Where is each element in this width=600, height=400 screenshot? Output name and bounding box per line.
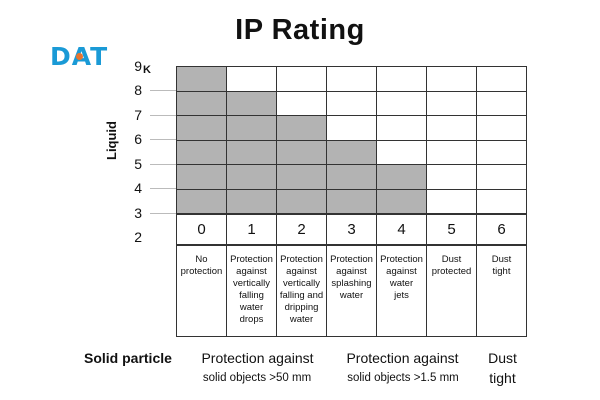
- row-label-3: 3: [134, 205, 142, 221]
- grid-cell-r3-c3: [326, 139, 377, 165]
- grid-cell-r5-c6: [476, 188, 527, 214]
- row-label-2: 2: [134, 229, 142, 245]
- grid-cell-r1-c3: [326, 90, 377, 116]
- solid-group-2-main: Protection against: [346, 350, 459, 366]
- row-label-5: 5: [134, 156, 142, 172]
- grid-cell-r0-c5: [426, 66, 477, 92]
- column-number-0: 0: [176, 214, 227, 245]
- column-description-1: Protection against vertically falling water d…: [226, 245, 277, 337]
- grid-cell-r5-c1: [226, 188, 277, 214]
- grid-cell-r3-c2: [276, 139, 327, 165]
- grid-cell-r0-c6: [476, 66, 527, 92]
- row-tick-3: [150, 213, 176, 214]
- grid-cell-r0-c3: [326, 66, 377, 92]
- column-number-6: 6: [476, 214, 527, 245]
- grid-cell-r0-c4: [376, 66, 427, 92]
- row-label-suffix: K: [143, 64, 151, 76]
- y-axis-title: Liquid: [104, 121, 119, 160]
- grid-cell-r0-c2: [276, 66, 327, 92]
- grid-cell-r5-c4: [376, 188, 427, 214]
- row-label-9: 9: [134, 58, 142, 74]
- column-number-1: 1: [226, 214, 277, 245]
- solid-group-1-sub: solid objects >50 mm: [202, 372, 312, 384]
- grid-cell-r3-c1: [226, 139, 277, 165]
- row-label-6: 6: [134, 131, 142, 147]
- grid-cell-r4-c4: [376, 164, 427, 190]
- column-description-3: Protection against splashing water: [326, 245, 377, 337]
- grid-cell-r2-c0: [176, 115, 227, 141]
- row-label-4: 4: [134, 180, 142, 196]
- row-label-7: 7: [134, 107, 142, 123]
- grid-cell-r1-c2: [276, 90, 327, 116]
- row-tick-4: [150, 188, 176, 189]
- row-label-8: 8: [134, 82, 142, 98]
- grid-cell-r5-c0: [176, 188, 227, 214]
- grid-cell-r2-c3: [326, 115, 377, 141]
- grid-cell-r4-c1: [226, 164, 277, 190]
- grid-cell-r4-c2: [276, 164, 327, 190]
- column-description-6: Dust tight: [476, 245, 527, 337]
- column-number-5: 5: [426, 214, 477, 245]
- row-tick-7: [150, 115, 176, 116]
- column-description-0: No protection: [176, 245, 227, 337]
- column-description-2: Protection against vertically falling and dr…: [276, 245, 327, 337]
- grid-cell-r0-c1: [226, 66, 277, 92]
- grid-cell-r2-c2: [276, 115, 327, 141]
- column-description-5: Dust protected: [426, 245, 477, 337]
- grid-cell-r3-c0: [176, 139, 227, 165]
- grid-cell-r2-c6: [476, 115, 527, 141]
- grid-cell-r3-c6: [476, 139, 527, 165]
- dat-logo: DAT: [50, 42, 130, 71]
- grid-cell-r1-c6: [476, 90, 527, 116]
- grid-cell-r5-c2: [276, 188, 327, 214]
- column-number-3: 3: [326, 214, 377, 245]
- column-number-2: 2: [276, 214, 327, 245]
- row-tick-5: [150, 164, 176, 165]
- logo-dot-icon: [76, 53, 83, 60]
- grid-cell-r4-c5: [426, 164, 477, 190]
- grid-cell-r2-c5: [426, 115, 477, 141]
- grid-cell-r4-c6: [476, 164, 527, 190]
- grid-cell-r3-c4: [376, 139, 427, 165]
- row-tick-8: [150, 90, 176, 91]
- row-tick-6: [150, 139, 176, 140]
- grid-cell-r2-c1: [226, 115, 277, 141]
- solid-group-3-sub: tight: [489, 370, 516, 386]
- column-number-4: 4: [376, 214, 427, 245]
- grid-cell-r1-c1: [226, 90, 277, 116]
- solid-group-1-main: Protection against: [201, 350, 314, 366]
- solid-group-2-sub: solid objects >1.5 mm: [347, 372, 459, 384]
- grid-cell-r4-c3: [326, 164, 377, 190]
- x-axis-title: Solid particle: [84, 350, 172, 366]
- grid-cell-r5-c5: [426, 188, 477, 214]
- grid-cell-r0-c0: [176, 66, 227, 92]
- grid-cell-r1-c4: [376, 90, 427, 116]
- column-description-4: Protection against water jets: [376, 245, 427, 337]
- grid-cell-r1-c5: [426, 90, 477, 116]
- solid-group-3-main: Dust: [488, 350, 517, 366]
- grid-cell-r1-c0: [176, 90, 227, 116]
- grid-cell-r4-c0: [176, 164, 227, 190]
- page-title: IP Rating: [235, 14, 365, 46]
- grid-cell-r3-c5: [426, 139, 477, 165]
- grid-cell-r2-c4: [376, 115, 427, 141]
- grid-cell-r5-c3: [326, 188, 377, 214]
